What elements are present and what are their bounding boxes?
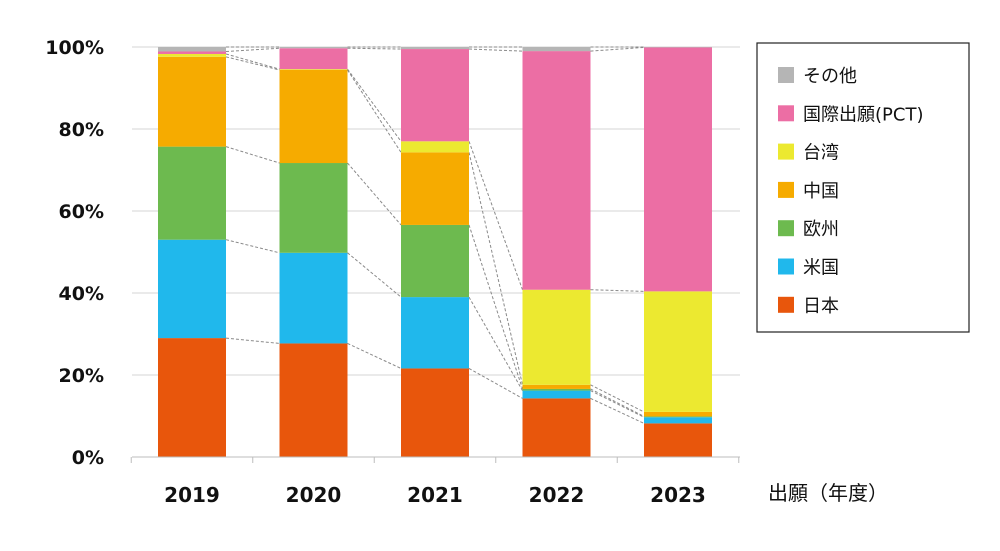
bar-segment — [401, 141, 469, 152]
legend-label: 米国 — [803, 258, 839, 279]
bar-segment — [280, 48, 348, 69]
bar-segment — [644, 416, 712, 417]
bar-segment — [644, 291, 712, 412]
bar-segment — [644, 417, 712, 423]
bar-segment — [158, 47, 226, 52]
x-tick-label: 2020 — [286, 483, 342, 507]
connector-line — [591, 391, 645, 418]
bar-segment — [280, 163, 348, 253]
bar-segment — [523, 389, 591, 391]
connector-line — [469, 368, 523, 398]
connector-line — [226, 54, 280, 69]
x-axis-title: 出願（年度） — [768, 481, 888, 505]
legend-swatch — [778, 182, 794, 198]
bar-segment — [280, 69, 348, 70]
bar-segment — [401, 368, 469, 457]
connector-line — [226, 48, 280, 51]
legend-swatch — [778, 144, 794, 160]
y-tick-label: 0% — [72, 447, 104, 469]
connector-line — [226, 338, 280, 343]
bars — [158, 47, 712, 457]
connector-line — [591, 398, 645, 423]
bar-segment — [523, 385, 591, 389]
connector-line — [469, 49, 523, 51]
bar-segment — [280, 47, 348, 48]
bar-segment — [158, 57, 226, 147]
connector-line — [591, 389, 645, 416]
legend-label: その他 — [803, 66, 857, 87]
legend-label: 中国 — [803, 181, 839, 202]
connector-line — [591, 385, 645, 412]
y-tick-label: 100% — [45, 37, 104, 59]
connector-line — [348, 343, 402, 368]
connector-line — [226, 147, 280, 163]
connector-line — [348, 69, 402, 141]
connector-line — [226, 240, 280, 253]
legend-swatch — [778, 105, 794, 121]
connector-line — [591, 47, 645, 51]
y-tick-label: 40% — [59, 283, 104, 305]
connector-line — [469, 297, 523, 390]
bar-segment — [523, 391, 591, 399]
bar-segment — [523, 398, 591, 457]
legend-swatch — [778, 297, 794, 313]
connector-line — [348, 253, 402, 297]
bar-segment — [158, 338, 226, 457]
bar-segment — [523, 47, 591, 51]
x-tick-label: 2022 — [529, 483, 585, 507]
bar-segment — [644, 412, 712, 417]
x-tick-label: 2023 — [650, 483, 706, 507]
legend-swatch — [778, 259, 794, 275]
y-tick-label: 80% — [59, 119, 104, 141]
bar-segment — [401, 49, 469, 141]
legend-label: 日本 — [803, 296, 839, 317]
y-tick-label: 60% — [59, 201, 104, 223]
x-tick-label: 2019 — [164, 483, 220, 507]
bar-segment — [523, 51, 591, 290]
bar-segment — [158, 147, 226, 240]
legend-swatch — [778, 67, 794, 83]
legend-label: 国際出願(PCT) — [803, 104, 923, 125]
bar-segment — [523, 290, 591, 385]
axes: 0% 20% 40% 60% 80% 100% 2019 2020 2021 2022 2023 — [45, 37, 740, 507]
connector-line — [591, 290, 645, 292]
bar-segment — [644, 47, 712, 291]
legend-label: 欧州 — [803, 219, 839, 240]
connector-line — [348, 70, 402, 152]
bar-segment — [158, 52, 226, 54]
connector-line — [469, 225, 523, 389]
bar-segment — [280, 343, 348, 457]
legend-label: 台湾 — [803, 143, 839, 164]
bar-segment — [401, 225, 469, 297]
bar-segment — [158, 240, 226, 338]
y-tick-label: 20% — [59, 365, 104, 387]
x-tick-label: 2021 — [407, 483, 463, 507]
bar-segment — [280, 70, 348, 163]
connector-line — [469, 141, 523, 289]
bar-segment — [280, 253, 348, 344]
connector-line — [226, 57, 280, 70]
bar-segment — [158, 54, 226, 57]
bar-segment — [401, 297, 469, 368]
bar-segment — [644, 423, 712, 457]
legend-swatch — [778, 220, 794, 236]
connector-line — [348, 163, 402, 225]
connector-line — [348, 48, 402, 49]
bar-segment — [401, 152, 469, 225]
bar-segment — [401, 47, 469, 49]
